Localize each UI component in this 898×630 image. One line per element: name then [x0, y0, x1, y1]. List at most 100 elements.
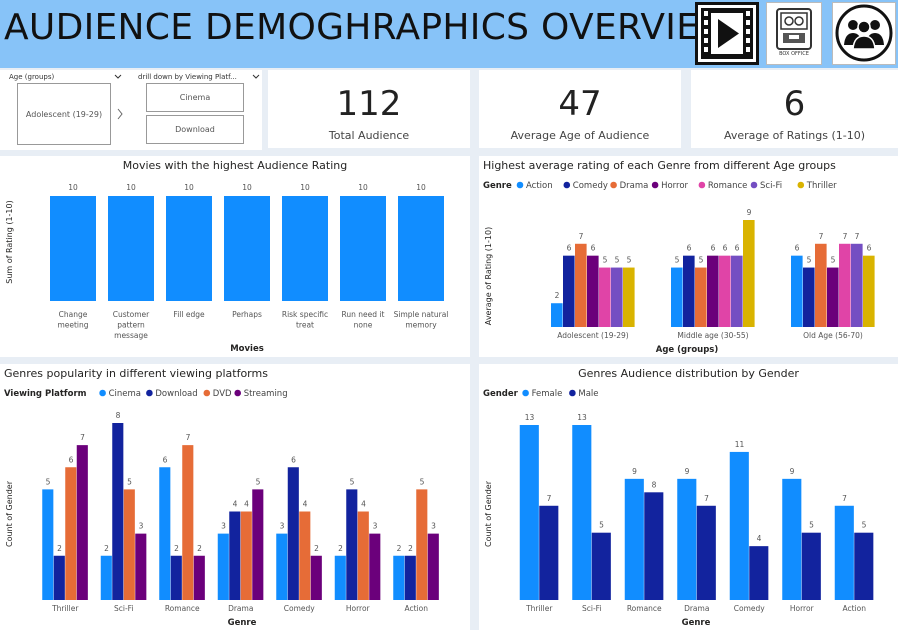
- legend-marker: [610, 181, 617, 189]
- x-tick-label: Action: [405, 604, 429, 613]
- x-tick-label: pattern: [117, 321, 145, 330]
- chevron-right-icon[interactable]: [116, 108, 124, 120]
- chart-panel-genre-age: Highest average rating of each Genre fro…: [479, 156, 898, 357]
- bar: [623, 267, 635, 327]
- x-tick-label: meeting: [57, 321, 88, 330]
- data-label: 9: [747, 208, 752, 217]
- x-tick-label: Thriller: [525, 604, 553, 613]
- data-label: 6: [163, 455, 168, 464]
- chevron-down-icon[interactable]: [114, 74, 122, 80]
- x-axis-title: Genre: [682, 618, 711, 628]
- x-tick-label: Middle age (30-55): [677, 331, 748, 340]
- bar: [611, 267, 623, 327]
- bar: [719, 255, 731, 327]
- bar: [695, 267, 707, 327]
- y-axis-title: Count of Gender: [5, 480, 14, 547]
- bar: [803, 267, 815, 327]
- data-label: 2: [104, 544, 109, 553]
- bar: [575, 243, 587, 327]
- data-label: 7: [186, 433, 191, 442]
- bar: [591, 532, 611, 600]
- data-label: 5: [46, 477, 51, 486]
- bar: [599, 267, 611, 327]
- data-label: 6: [291, 455, 296, 464]
- platform-slicer-tile[interactable]: Cinema: [146, 83, 244, 112]
- x-tick-label: Simple natural: [394, 310, 449, 319]
- data-label: 6: [735, 244, 740, 253]
- data-label: 13: [577, 413, 587, 422]
- data-label: 8: [652, 480, 657, 489]
- audience-group-icon[interactable]: [832, 2, 896, 65]
- chevron-down-icon[interactable]: [252, 74, 260, 80]
- page-title: AUDIENCE DEMOGHRAPHICS OVERVIEW: [4, 7, 736, 48]
- data-label: 3: [221, 522, 226, 531]
- bar: [299, 511, 311, 600]
- bar: [791, 255, 803, 327]
- data-label: 5: [420, 477, 425, 486]
- data-label: 4: [244, 500, 249, 509]
- data-label: 3: [373, 522, 378, 531]
- kpi-label: Total Audience: [328, 129, 410, 142]
- legend-marker: [203, 389, 211, 397]
- kpi-label: Average of Ratings (1-10): [723, 129, 865, 142]
- box-office-icon[interactable]: BOX OFFICE: [766, 2, 822, 65]
- bar: [76, 445, 88, 600]
- data-label: 10: [184, 183, 194, 192]
- bar: [252, 489, 264, 600]
- x-tick-label: Drama: [684, 604, 709, 613]
- data-label: 5: [599, 521, 604, 530]
- age-slicer-tile[interactable]: Adolescent (19-29): [17, 83, 111, 145]
- bar: [224, 196, 270, 301]
- data-label: 7: [579, 232, 584, 241]
- x-tick-label: Sci-Fi: [582, 604, 602, 613]
- bar: [310, 555, 322, 600]
- bar: [100, 555, 112, 600]
- bar: [827, 267, 839, 327]
- bar: [123, 489, 135, 600]
- bar: [731, 255, 743, 327]
- data-label: 7: [819, 232, 824, 241]
- bar: [815, 243, 827, 327]
- data-label: 2: [314, 544, 319, 553]
- data-label: 8: [116, 411, 121, 420]
- slicer-panel: Age (groups) Adolescent (19-29) drill do…: [0, 70, 262, 150]
- data-label: 3: [280, 522, 285, 531]
- data-label: 6: [711, 244, 716, 253]
- data-label: 7: [842, 494, 847, 503]
- y-axis-title: Count of Gender: [484, 480, 493, 547]
- data-label: 9: [685, 467, 690, 476]
- legend-label: Female: [532, 389, 563, 399]
- bar: [644, 492, 664, 600]
- legend-marker: [516, 181, 524, 189]
- bar: [427, 533, 439, 600]
- x-tick-label: Comedy: [734, 604, 766, 613]
- x-tick-label: Romance: [165, 604, 200, 613]
- bar: [346, 489, 358, 600]
- bar: [42, 489, 54, 600]
- data-label: 5: [127, 477, 132, 486]
- bar: [572, 425, 592, 600]
- chart-panel-genre-gender: Genres Audience distribution by Gender G…: [479, 364, 898, 630]
- legend-label: Streaming: [244, 389, 288, 399]
- bar: [334, 555, 346, 600]
- legend-label: Thriller: [806, 181, 837, 191]
- data-label: 2: [397, 544, 402, 553]
- box-office-label: BOX OFFICE: [779, 51, 809, 57]
- data-label: 2: [57, 544, 62, 553]
- data-label: 6: [723, 244, 728, 253]
- legend-label: Download: [155, 389, 197, 399]
- x-tick-label: message: [114, 331, 148, 340]
- video-play-icon[interactable]: [695, 2, 759, 65]
- bar: [743, 220, 755, 327]
- x-tick-label: Fill edge: [173, 310, 205, 319]
- bar: [398, 196, 444, 301]
- kpi-value: 112: [336, 84, 402, 124]
- platform-slicer-tile[interactable]: Download: [146, 115, 244, 144]
- bar: [854, 532, 874, 600]
- bar: [587, 255, 599, 327]
- bar: [749, 546, 769, 600]
- data-label: 7: [843, 232, 848, 241]
- bar: [624, 478, 644, 600]
- bar: [863, 255, 875, 327]
- bar: [159, 467, 171, 600]
